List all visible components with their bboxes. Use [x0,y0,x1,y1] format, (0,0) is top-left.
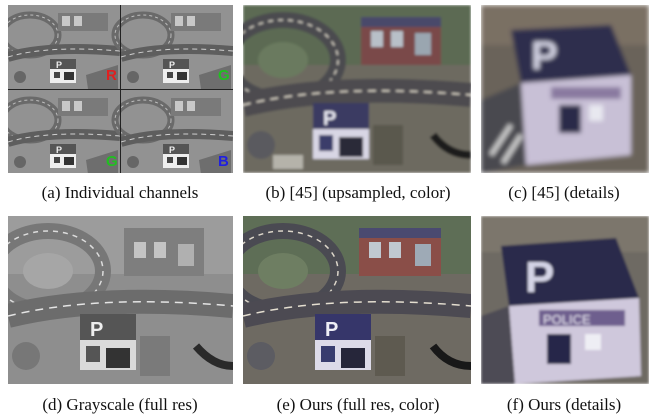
panel-d-grayscale: P [8,216,233,384]
caption-e: (e) Ours (full res, color) [276,395,440,414]
panel-a-individual-channels: P R G G B [8,5,233,173]
panel-e-ours-color: P [243,216,471,384]
caption-c: (c) [45] (details) [508,183,620,202]
panel-b-upsampled-color: P [243,5,471,173]
svg-text:P: P [531,34,558,78]
channel-label-g1: G [218,67,230,84]
ours-details-crop-image: P POLICE [481,216,649,384]
ours-color-image: P [243,216,471,384]
panel-f-ours-details: P POLICE [481,216,649,384]
upsampled-color-image: P [243,5,471,173]
channel-label-g2: G [106,153,118,170]
svg-text:P: P [525,253,554,302]
panel-c-details: P [481,5,649,173]
caption-a: (a) Individual channels [41,183,199,202]
grayscale-image: P [8,216,233,384]
channel-label-r: R [106,67,117,84]
svg-text:POLICE: POLICE [543,312,591,327]
caption-f: (f) Ours (details) [506,395,622,414]
channel-label-b: B [218,153,229,170]
details-crop-image: P [481,5,649,173]
svg-text:P: P [325,319,338,341]
caption-d: (d) Grayscale (full res) [42,395,198,414]
svg-text:P: P [90,319,103,341]
svg-text:P: P [323,108,336,130]
channel-mosaic-image: P [8,5,233,173]
caption-b: (b) [45] (upsampled, color) [265,183,451,202]
